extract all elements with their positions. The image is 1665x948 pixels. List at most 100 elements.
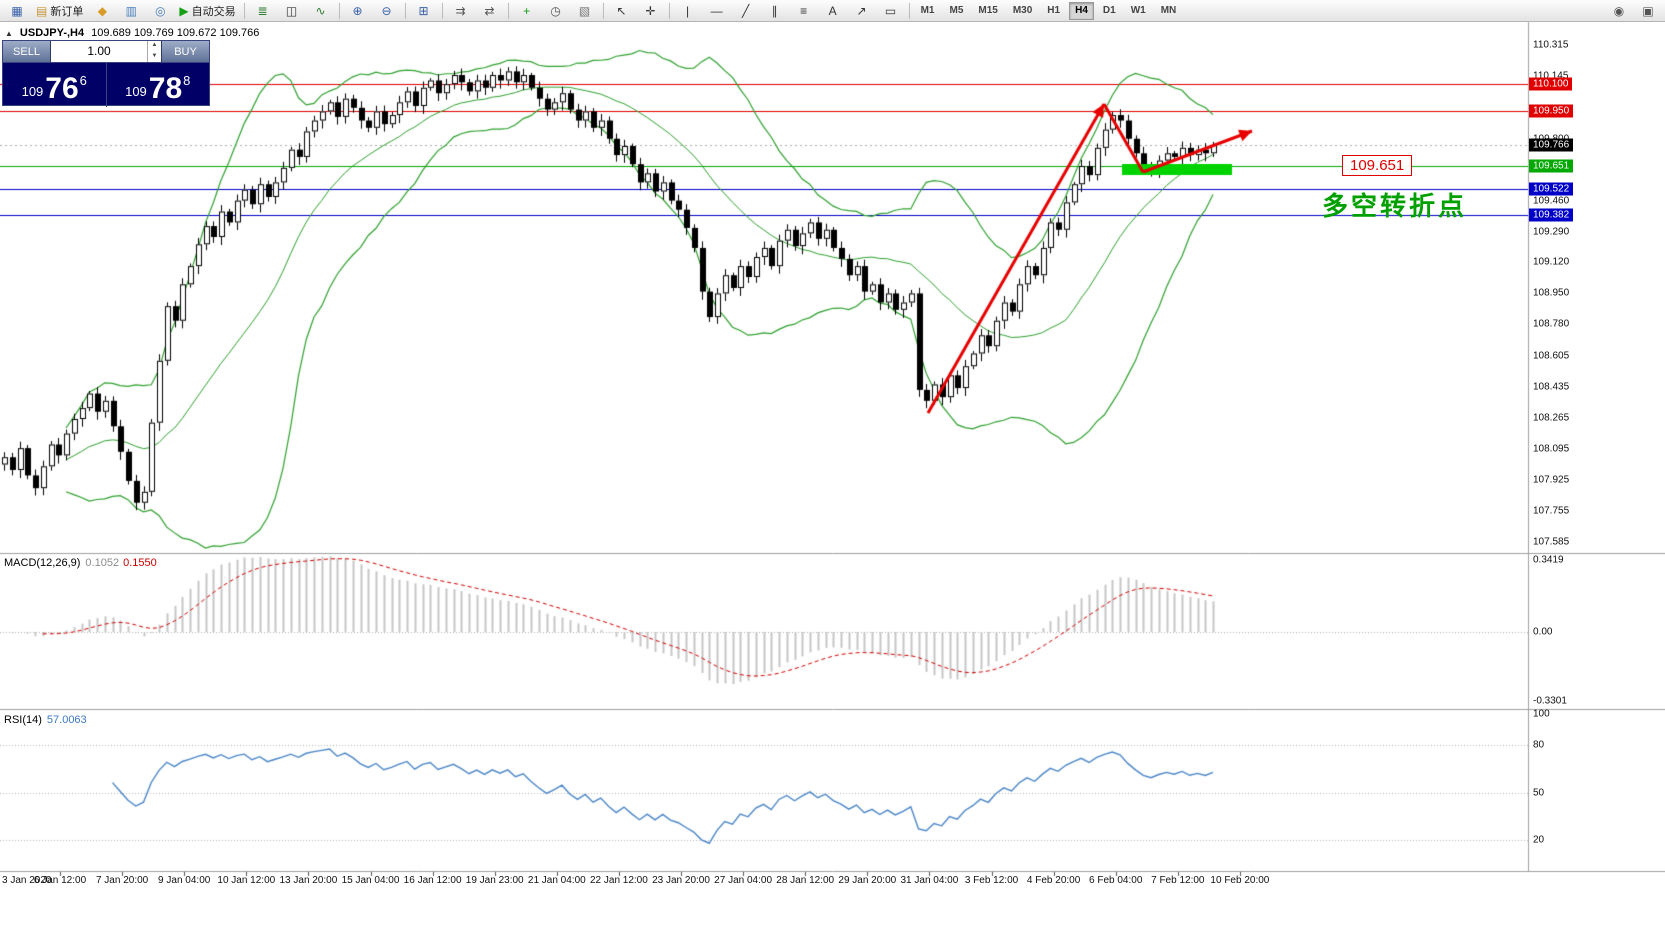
trendline-icon[interactable]: ╱ [732,1,760,21]
timeframe-button-m30[interactable]: M30 [1012,5,1033,16]
indicators-icon[interactable]: + [513,1,541,21]
auto-trading-button-label: 自动交易 [191,5,236,18]
zoom-out-icon[interactable]: ⊖ [373,1,401,21]
terminal-icon: ▦ [11,3,23,18]
auto-trading-button[interactable]: ▶ 自动交易 [175,1,239,21]
sell-price-button[interactable]: 109 76 6 [3,63,106,107]
price-axis-label: 110.315 [1533,39,1569,51]
price-axis-label: 110.145 [1533,70,1569,82]
text-tool-icon[interactable]: A [819,1,847,21]
buy-price-button[interactable]: 109 78 8 [107,63,210,107]
timeframe-button-m15[interactable]: M15 [978,5,998,16]
equidistant-channel-icon: ∥ [771,3,778,18]
price-annotation-flag[interactable]: 109.651 [1342,155,1413,176]
periods-menu-icon: ◷ [550,3,561,18]
price-axis-label: 108.435 [1533,381,1570,393]
buy-button[interactable]: BUY [161,41,209,62]
one-click-trading-panel: SELL 1.00 ▲ ▼ BUY 109 76 6 109 78 8 [2,40,210,107]
tile-windows-icon: ⊞ [418,3,429,18]
candlestick-chart-icon[interactable]: ◫ [278,1,306,21]
lot-size-field[interactable]: 1.00 ▲ ▼ [51,41,161,62]
lot-decrease-icon[interactable]: ▼ [151,52,158,59]
price-badge: 109.382 [1529,208,1574,222]
timeframe-button-h4[interactable]: H4 [1069,1,1094,20]
timeframe-button-m5[interactable]: M5 [949,5,964,16]
timeframe-button-h1[interactable]: H1 [1047,5,1061,16]
rsi-scale-label: 50 [1533,787,1545,798]
lot-increase-icon[interactable]: ▲ [151,42,158,48]
chart-wizard-icon[interactable]: ◆ [88,1,116,21]
horizontal-line-icon[interactable]: — [703,1,731,21]
collapse-trade-panel-icon[interactable]: ▲ [5,28,13,38]
macd-name: MACD(12,26,9) [4,557,81,569]
time-axis-label: 28 Jan 12:00 [776,875,835,886]
price-axis-label: 109.290 [1533,226,1570,238]
auto-scroll-icon[interactable]: ⇉ [447,1,475,21]
new-order-button[interactable]: ▤ 新订单 [32,1,87,21]
time-axis-label: 27 Jan 04:00 [714,875,773,886]
price-badge: 109.950 [1529,104,1574,118]
arrows-tool-icon[interactable]: ↗ [848,1,876,21]
rsi-scale-label: 100 [1533,708,1550,720]
crosshair-icon[interactable]: ✛ [637,1,665,21]
timeframe-button-w1[interactable]: W1 [1130,5,1146,16]
search-icon[interactable]: ◉ [1605,1,1633,21]
profiles-icon: ▥ [125,3,138,18]
bar-chart-icon[interactable]: ≣ [249,1,277,21]
fibonacci-icon: ≡ [800,3,808,18]
time-axis-label: 15 Jan 04:00 [341,875,400,886]
market-watch-icon[interactable]: ◎ [146,1,174,21]
turning-point-annotation[interactable]: 多空转折点 [1322,191,1468,221]
zoom-out-icon: ⊖ [381,3,392,18]
tile-windows-icon[interactable]: ⊞ [410,1,438,21]
toolbar-separator [404,2,406,19]
toolbar: ▦ ▤ 新订单 ◆ ▥ ◎ ▶ 自动交易 ≣ ◫ ∿ ⊕ ⊖ ⊞ ⇉ ⇄ + ◷ ▧ ↖ ✛ | — ╱ ∥ ≡ A ↗ ▭ M1 M5 M1… [0,0,1665,22]
profiles-icon[interactable]: ▥ [117,1,145,21]
lot-size-value[interactable]: 1.00 [87,44,111,58]
sell-price-frac: 6 [79,73,87,88]
sell-button[interactable]: SELL [3,41,51,62]
price-axis-label: 107.755 [1533,505,1570,517]
lot-size-stepper[interactable]: ▲ ▼ [147,41,161,62]
buy-price-pips: 78 [148,72,183,105]
toolbar-separator [243,2,245,19]
terminal-icon[interactable]: ▦ [3,1,31,21]
line-chart-icon[interactable]: ∿ [307,1,335,21]
time-axis-label: 3 Jan 2020 [2,875,52,886]
horizontal-line-icon: — [710,3,723,18]
buy-price-base: 109 [125,84,147,99]
equidistant-channel-icon[interactable]: ∥ [761,1,789,21]
shapes-icon: ▭ [884,3,897,18]
periods-menu-icon[interactable]: ◷ [542,1,570,21]
time-axis-label: 9 Jan 04:00 [158,875,211,886]
search-icon: ◉ [1613,3,1625,18]
toolbar-separator [507,2,509,19]
timeframe-button-d1[interactable]: D1 [1102,5,1116,16]
price-badge: 109.522 [1529,182,1574,196]
price-axis-label: 109.460 [1533,195,1570,207]
time-axis-label: 6 Feb 04:00 [1089,875,1143,886]
cursor-icon: ↖ [616,3,627,18]
price-badge: 109.651 [1529,159,1574,173]
buy-price-frac: 8 [183,73,191,88]
timeframe-button-mn[interactable]: MN [1160,5,1177,16]
chart-shift-icon[interactable]: ⇄ [476,1,504,21]
time-axis-label: 13 Jan 20:00 [279,875,338,886]
templates-icon: ▧ [578,3,591,18]
timeframe-button-m1[interactable]: M1 [920,5,935,16]
time-axis-label: 4 Feb 20:00 [1026,875,1081,886]
zoom-in-icon: ⊕ [352,3,363,18]
grab-tool-icon[interactable]: ▣ [1634,1,1662,21]
fibonacci-icon[interactable]: ≡ [790,1,818,21]
vertical-line-icon[interactable]: | [674,1,702,21]
time-axis-label: 7 Feb 12:00 [1151,875,1205,886]
macd-signal-value: 0.1550 [123,557,157,569]
play-icon: ▶ [179,3,189,18]
cursor-icon[interactable]: ↖ [608,1,636,21]
zoom-in-icon[interactable]: ⊕ [344,1,372,21]
shapes-icon[interactable]: ▭ [877,1,905,21]
chart-ohlc-values: 109.689 109.769 109.672 109.766 [91,27,260,39]
templates-icon[interactable]: ▧ [571,1,599,21]
price-axis-label: 108.780 [1533,318,1570,330]
